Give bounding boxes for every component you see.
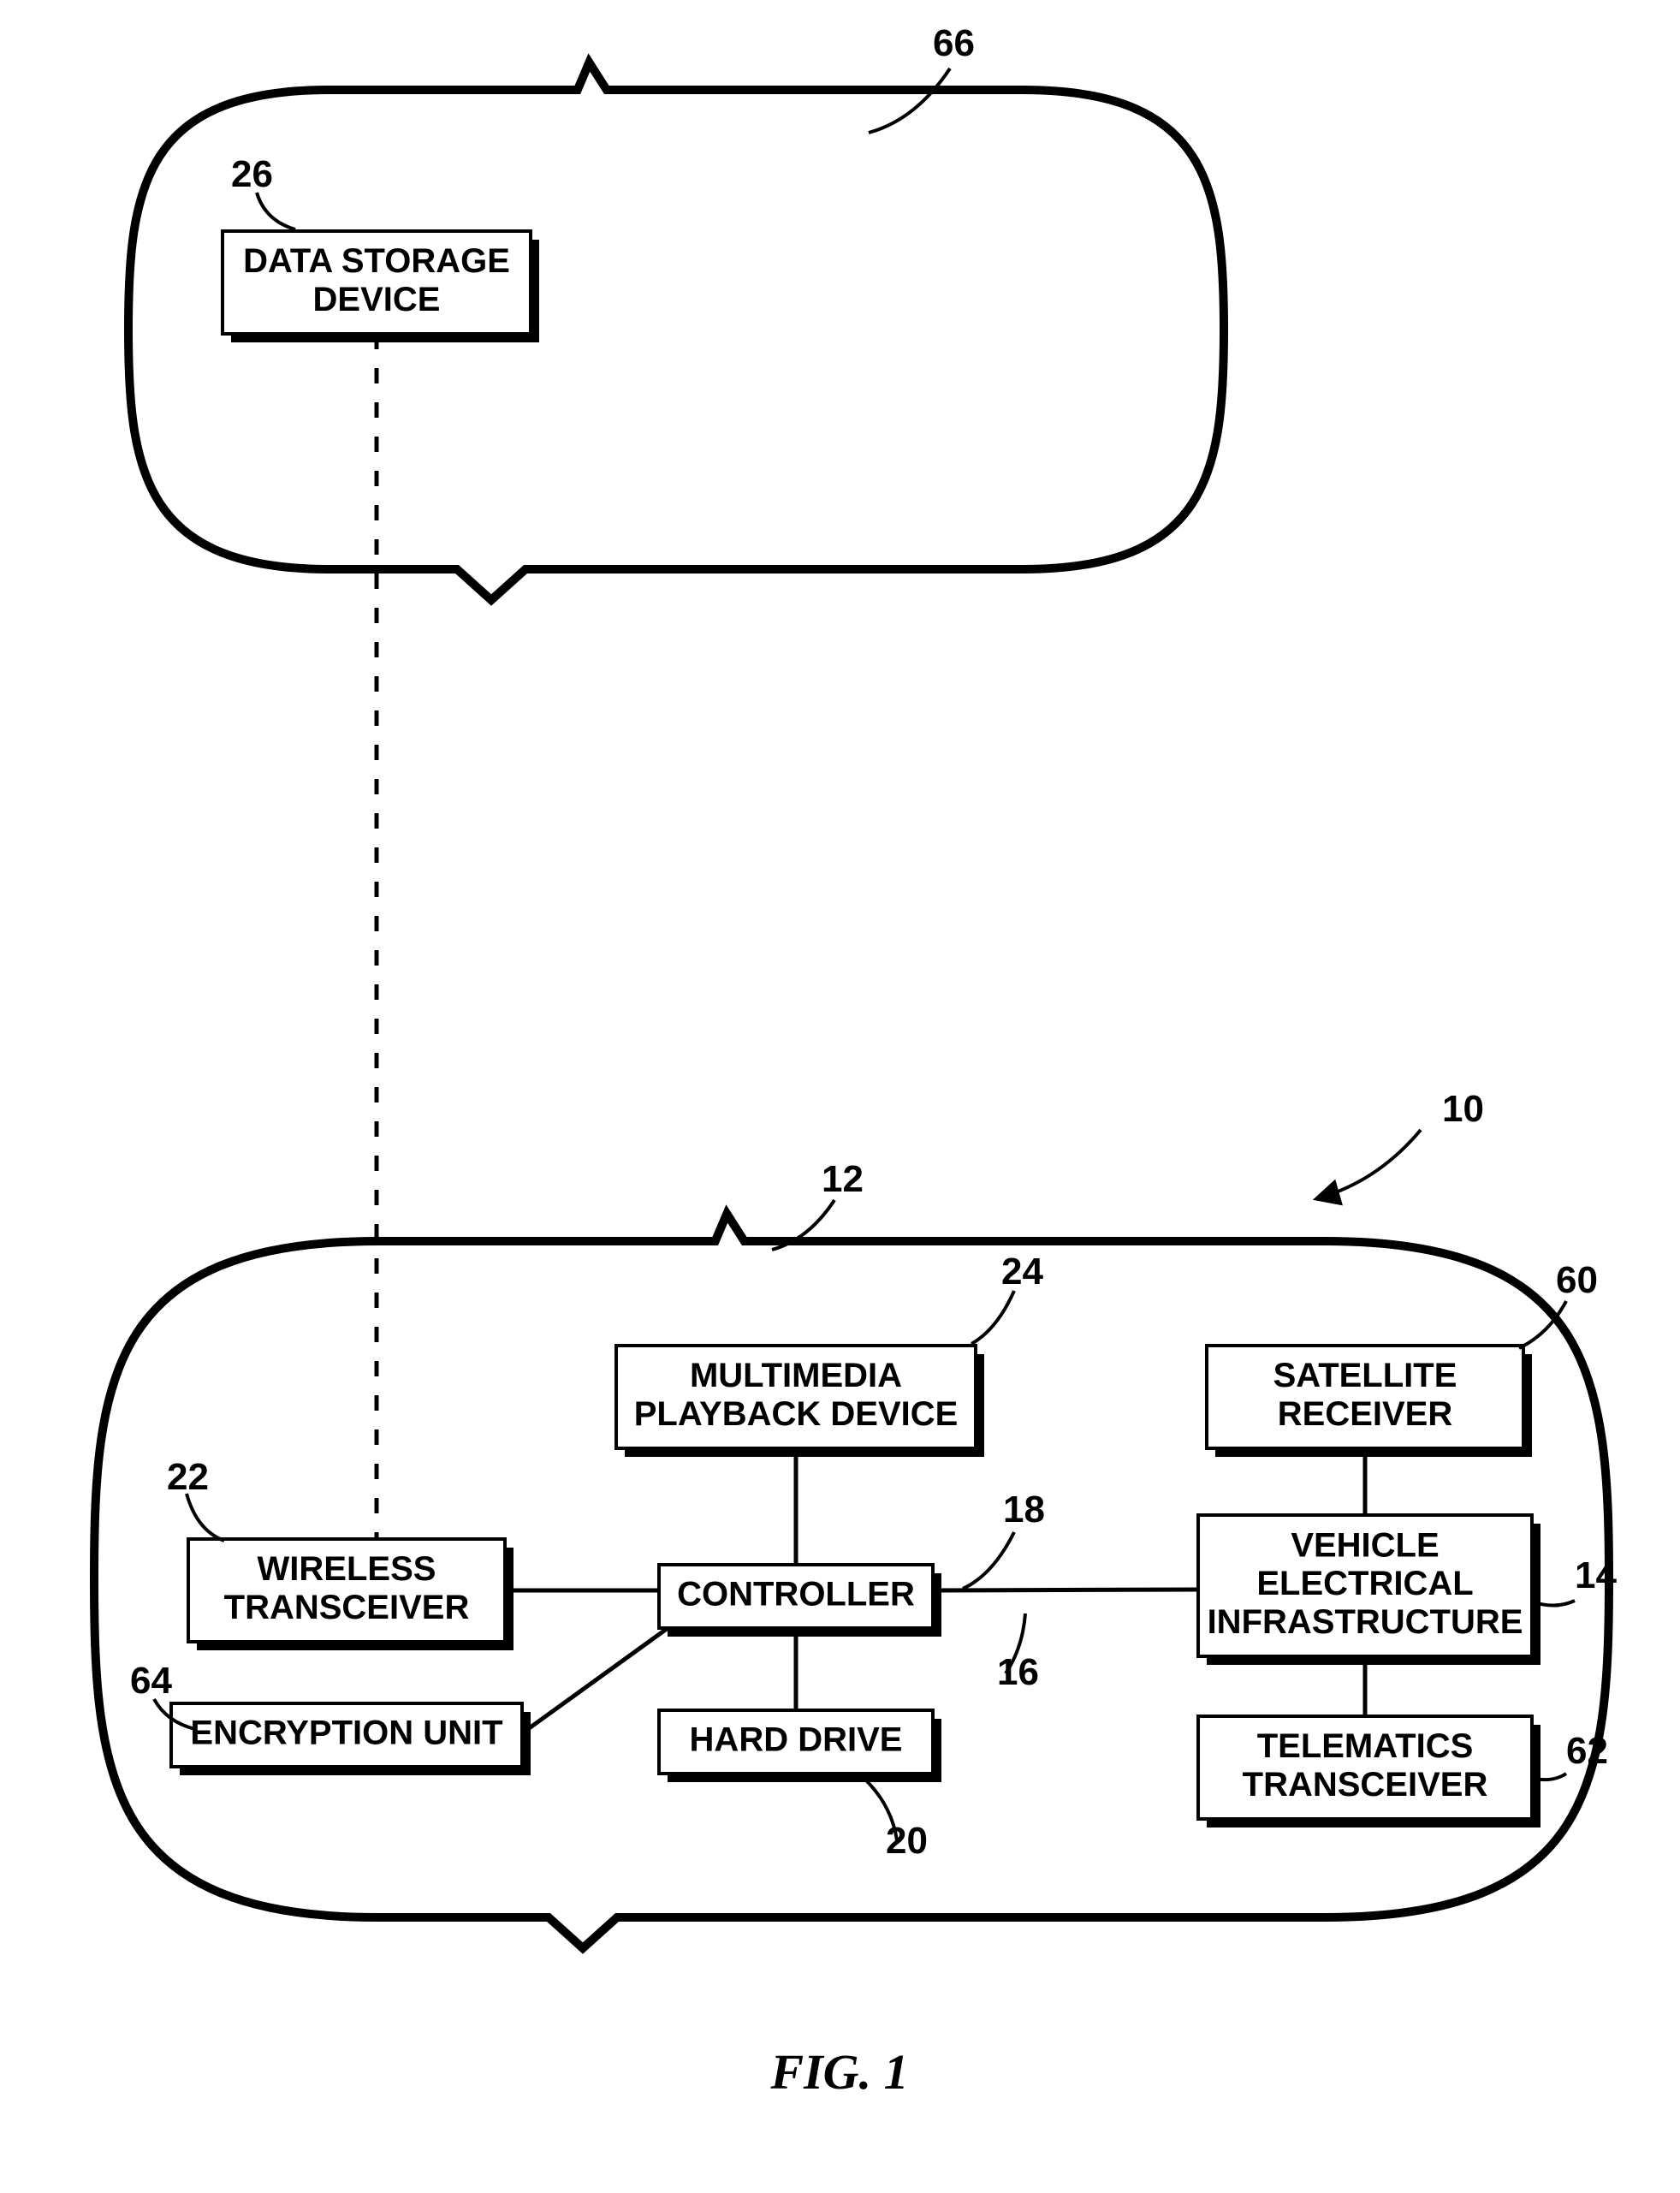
- ref-66: 66: [869, 22, 975, 133]
- figure-label: FIG. 1: [769, 2044, 908, 2100]
- encryption-unit: ENCRYPTION UNIT: [171, 1703, 531, 1775]
- ref-26: 26: [231, 153, 295, 229]
- data-storage-device-label-0: DATA STORAGE: [243, 242, 510, 280]
- ref-label-60: 60: [1556, 1259, 1598, 1301]
- ref-10: 10: [1318, 1088, 1484, 1198]
- ref-24: 24: [971, 1251, 1043, 1344]
- ref-label-12: 12: [822, 1158, 864, 1200]
- ref-label-26: 26: [231, 153, 273, 195]
- telematics-transceiver: TELEMATICSTRANSCEIVER: [1198, 1716, 1540, 1828]
- wireless-transceiver-label-0: WIRELESS: [258, 1550, 436, 1588]
- satellite-receiver-label-0: SATELLITE: [1273, 1357, 1457, 1394]
- ref-label-20: 20: [886, 1820, 928, 1862]
- ref-label-66: 66: [933, 22, 975, 64]
- hard-drive-label-0: HARD DRIVE: [690, 1721, 903, 1759]
- ref-18: 18: [963, 1489, 1045, 1589]
- vehicle-electrical-infra-label-0: VEHICLE: [1291, 1526, 1439, 1564]
- vehicle-electrical-infra-label-2: INFRASTRUCTURE: [1208, 1603, 1523, 1641]
- telematics-transceiver-label-0: TELEMATICS: [1257, 1727, 1474, 1765]
- ref-label-64: 64: [130, 1660, 172, 1702]
- ref-label-14: 14: [1575, 1554, 1617, 1596]
- diagram-container: DATA STORAGEDEVICE MULTIMEDIAPLAYBACK DEV…: [0, 0, 1680, 2193]
- ref-22: 22: [167, 1456, 224, 1541]
- vehicle-electrical-infra: VEHICLEELECTRICALINFRASTRUCTURE: [1198, 1515, 1540, 1665]
- wireless-transceiver-label-1: TRANSCEIVER: [224, 1589, 470, 1626]
- ref-label-24: 24: [1001, 1251, 1043, 1293]
- ref-label-22: 22: [167, 1456, 209, 1498]
- vehicle-electrical-infra-label-1: ELECTRICAL: [1256, 1565, 1473, 1602]
- multimedia-playback-device-label-1: PLAYBACK DEVICE: [634, 1395, 959, 1433]
- wireless-transceiver: WIRELESSTRANSCEIVER: [188, 1539, 513, 1650]
- multimedia-playback-device-label-0: MULTIMEDIA: [690, 1357, 902, 1394]
- data-storage-device: DATA STORAGEDEVICE: [223, 231, 539, 342]
- hard-drive: HARD DRIVE: [659, 1710, 941, 1782]
- satellite-receiver-label-1: RECEIVER: [1278, 1395, 1453, 1433]
- ref-12: 12: [772, 1158, 864, 1250]
- telematics-transceiver-label-1: TRANSCEIVER: [1243, 1766, 1488, 1804]
- satellite-receiver: SATELLITERECEIVER: [1207, 1346, 1532, 1457]
- ref-label-16: 16: [997, 1651, 1039, 1693]
- controller-label-0: CONTROLLER: [677, 1576, 915, 1614]
- multimedia-playback-device: MULTIMEDIAPLAYBACK DEVICE: [616, 1346, 984, 1457]
- ref-label-18: 18: [1003, 1489, 1045, 1530]
- data-storage-device-label-1: DEVICE: [313, 281, 441, 318]
- encryption-unit-label-0: ENCRYPTION UNIT: [190, 1715, 502, 1752]
- ref-label-62: 62: [1566, 1730, 1608, 1772]
- connector-c7: [522, 1622, 676, 1733]
- ref-label-10: 10: [1442, 1088, 1484, 1130]
- controller: CONTROLLER: [659, 1565, 941, 1637]
- ref-62: 62: [1535, 1730, 1608, 1780]
- ref-60: 60: [1519, 1259, 1598, 1348]
- ref-16: 16: [997, 1614, 1039, 1693]
- ref-20: 20: [866, 1780, 928, 1862]
